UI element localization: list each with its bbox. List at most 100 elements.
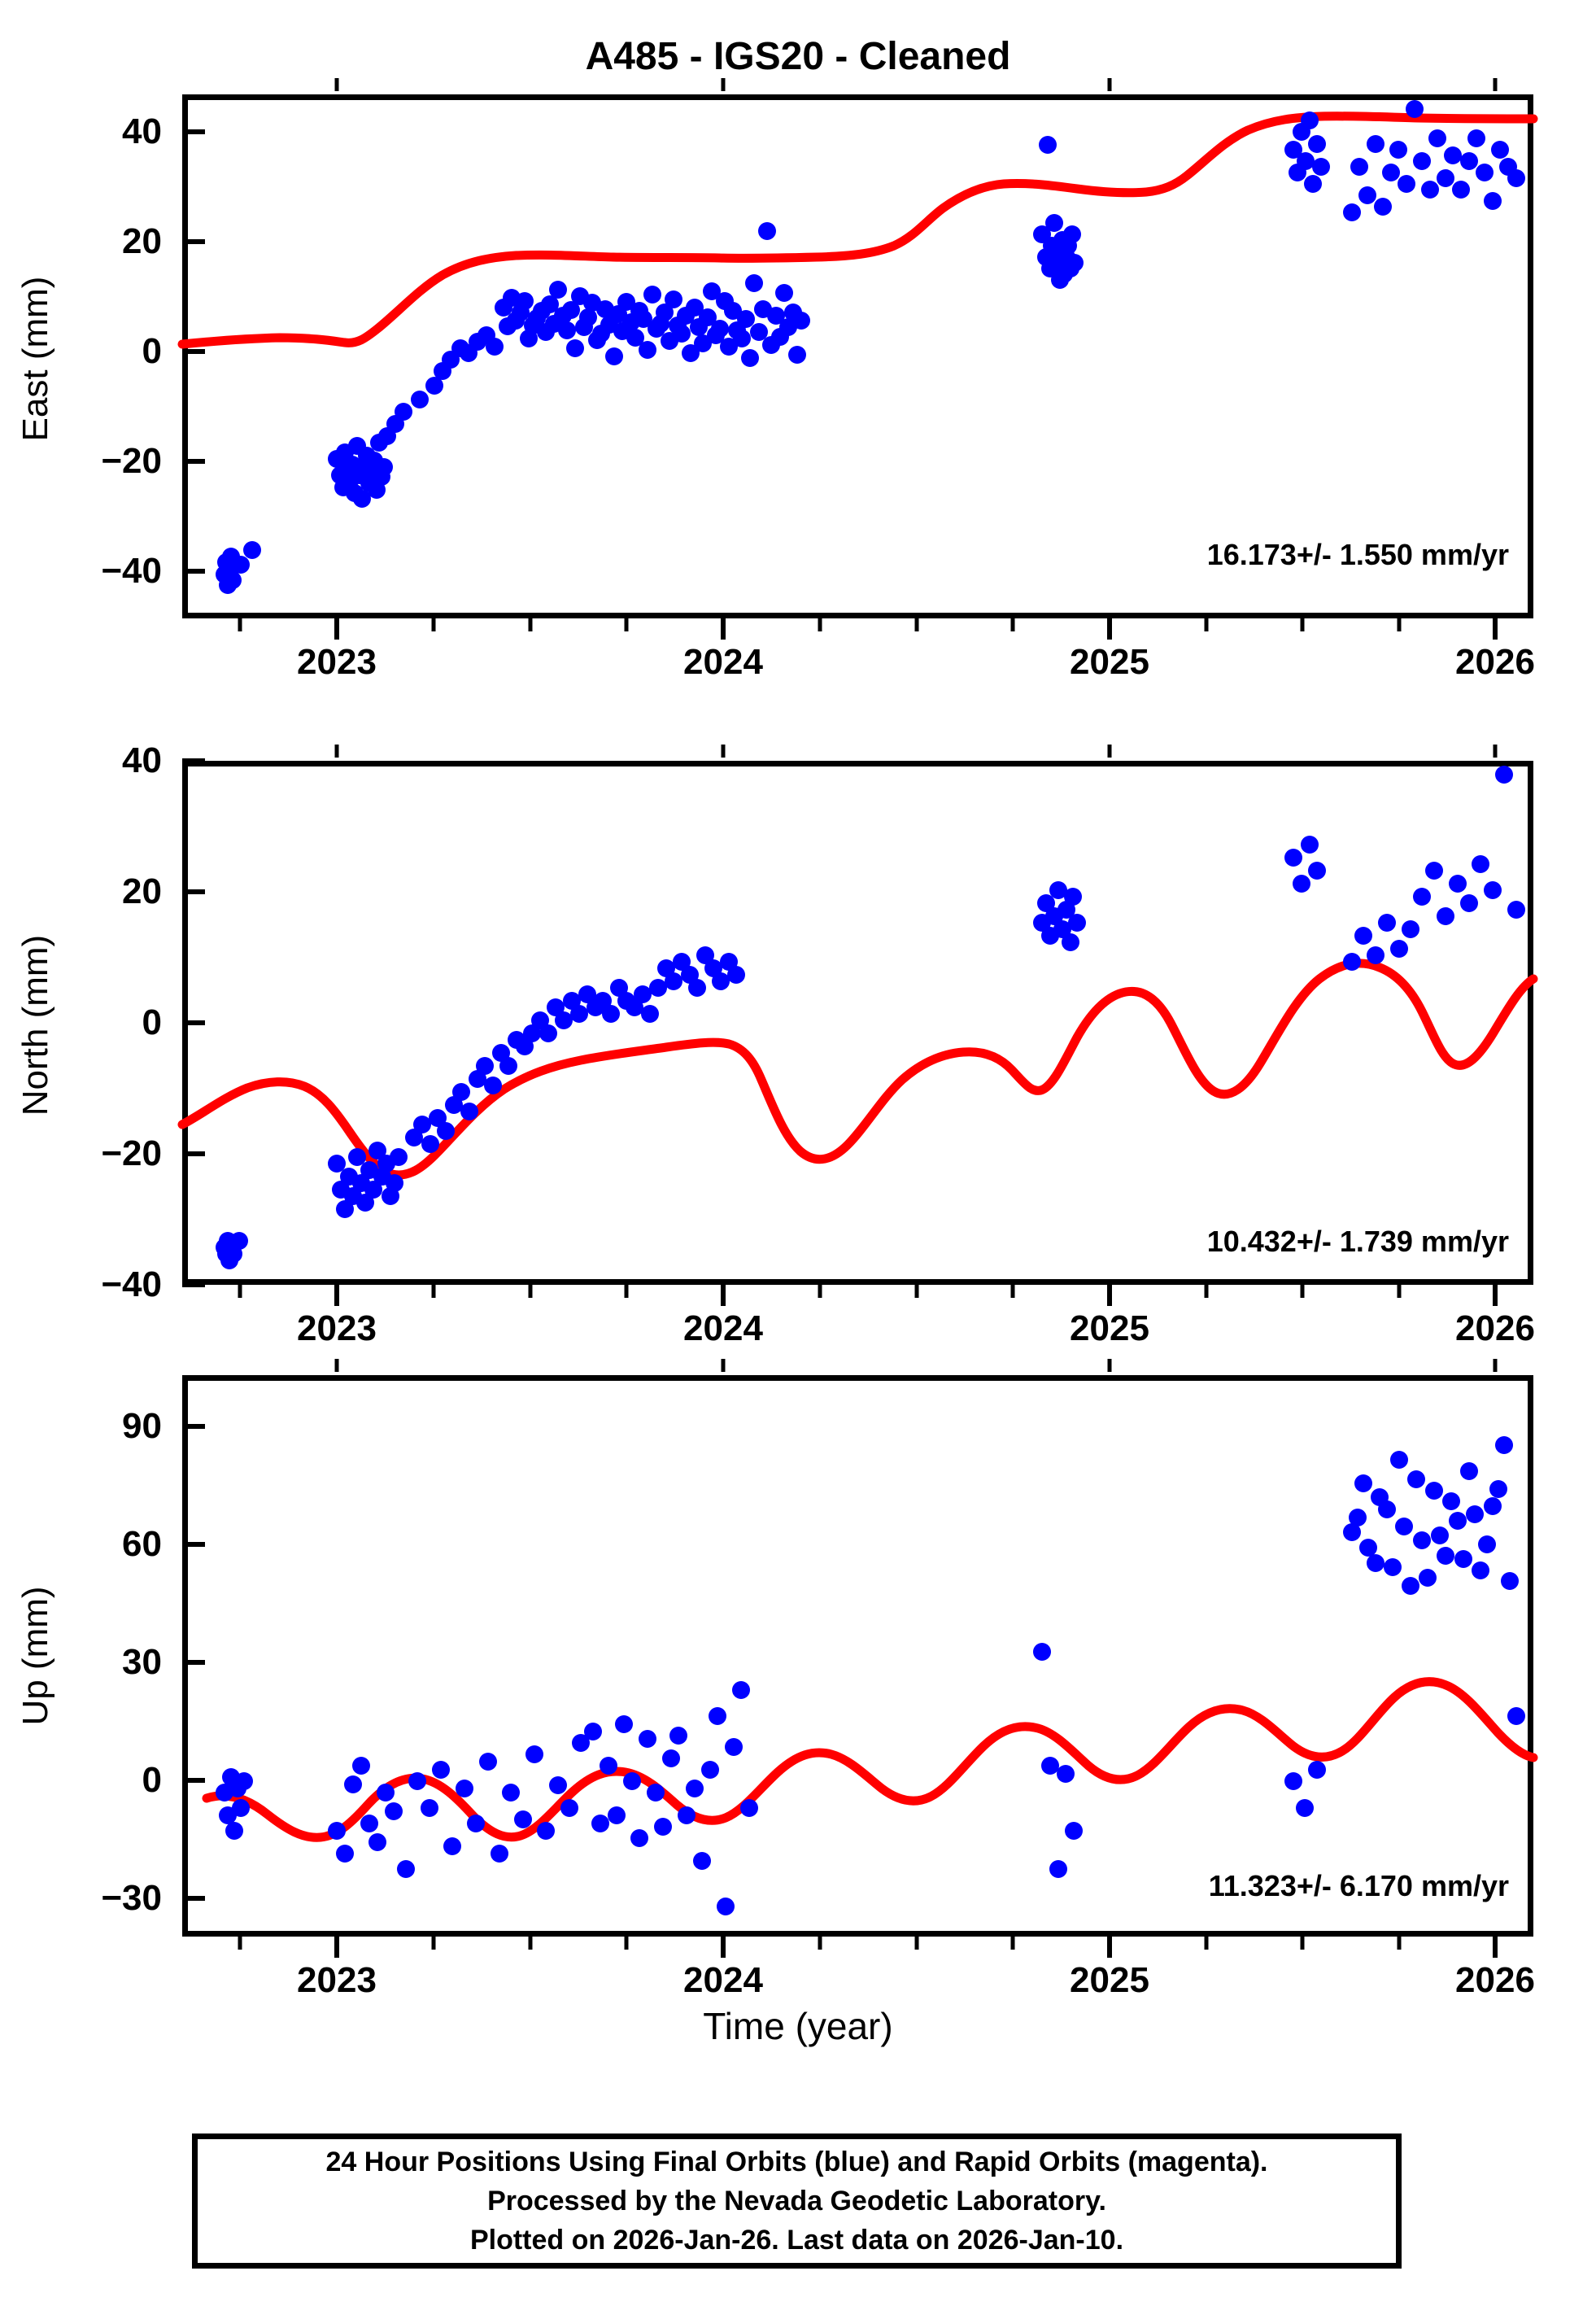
north-xtick-minor [914,1285,919,1298]
east-ytick-label-40: 40 [122,111,162,151]
up-xtick-2026 [1493,1937,1498,1958]
north-ytick-mark-40 [182,758,205,763]
east-ytick-mark-40 [182,129,205,134]
north-xtick-minor [818,1285,822,1298]
east-xtick-minor [624,618,629,631]
north-xtick-minor [528,1285,533,1298]
up-ytick-label-0: 0 [142,1760,162,1800]
north-panel: 40 20 0 −20 −40 2023 2024 2025 2026 Nort… [15,740,1538,1348]
east-ytick-label-minus40: −40 [101,551,162,591]
east-xtick-2024 [721,618,726,640]
east-xtick-minor [914,618,919,631]
north-plot-canvas [177,766,1538,1269]
east-xtick-label-2025: 2025 [1070,642,1149,682]
x-axis-label: Time (year) [703,2005,893,2047]
north-xtick-top [721,745,726,758]
up-ytick-mark-0 [182,1778,205,1783]
east-xtick-top [1493,78,1498,91]
footer-caption-box: 24 Hour Positions Using Final Orbits (bl… [192,2133,1402,2269]
north-trend-line [177,959,1538,1180]
footer-line-2: Processed by the Nevada Geodetic Laborat… [487,2185,1106,2216]
up-ytick-label-90: 90 [122,1406,162,1446]
up-ytick-mark-30 [182,1660,205,1665]
north-xtick-top [1493,745,1498,758]
up-xtick-minor [624,1937,629,1950]
east-xtick-minor [1010,618,1015,631]
north-xtick-minor [1204,1285,1209,1298]
north-xtick-2024 [721,1285,726,1306]
north-axis-label: North (mm) [15,934,55,1116]
east-data-points [216,100,1525,594]
up-xtick-minor [914,1937,919,1950]
east-xtick-minor [1204,618,1209,631]
up-xtick-top [721,1359,726,1372]
east-plot-canvas [177,100,1538,594]
north-xtick-top [1107,745,1112,758]
up-xtick-minor [1204,1937,1209,1950]
up-xtick-top [334,1359,339,1372]
east-ytick-mark-minus40 [182,569,205,574]
north-xtick-top [334,745,339,758]
north-xtick-label-2025: 2025 [1070,1308,1149,1348]
up-data-points [216,1436,1525,1915]
east-xtick-minor [431,618,436,631]
up-xtick-top [1107,1359,1112,1372]
page-title: A485 - IGS20 - Cleaned [585,35,1011,78]
north-ytick-mark-20 [182,889,205,894]
north-xtick-minor [1010,1285,1015,1298]
east-axis-label: East (mm) [15,276,55,442]
up-xtick-label-2024: 2024 [683,1960,763,2000]
north-ytick-mark-0 [182,1020,205,1025]
up-xtick-2024 [721,1937,726,1958]
east-xtick-label-2026: 2026 [1455,642,1535,682]
up-xtick-label-2023: 2023 [297,1960,377,2000]
up-plot-frame [182,1375,1533,1937]
east-xtick-top [721,78,726,91]
north-data-points [216,766,1525,1269]
east-xtick-2026 [1493,618,1498,640]
footer-line-1: 24 Hour Positions Using Final Orbits (bl… [325,2146,1268,2177]
east-rate-annotation: 16.173+/- 1.550 mm/yr [1206,538,1509,571]
north-ytick-label-minus40: −40 [101,1264,162,1304]
north-xtick-minor [238,1285,242,1298]
north-xtick-2023 [334,1285,339,1306]
up-ytick-label-60: 60 [122,1524,162,1564]
up-panel: 90 60 30 0 −30 2023 2024 2025 2026 Up (m… [15,1359,1538,2000]
north-ytick-label-40: 40 [122,740,162,780]
up-xtick-minor [818,1937,822,1950]
up-xtick-minor [431,1937,436,1950]
up-ytick-mark-60 [182,1542,205,1547]
north-ytick-mark-minus20 [182,1151,205,1156]
up-ytick-label-minus30: −30 [101,1878,162,1918]
up-xtick-minor [1300,1937,1305,1950]
up-axis-label: Up (mm) [15,1586,55,1726]
up-trend-line [202,1677,1538,1842]
east-xtick-label-2024: 2024 [683,642,763,682]
up-xtick-top [1493,1359,1498,1372]
north-xtick-minor [1397,1285,1402,1298]
north-xtick-2025 [1107,1285,1112,1306]
up-xtick-minor [1010,1937,1015,1950]
up-xtick-label-2026: 2026 [1455,1960,1535,2000]
footer-line-3: Plotted on 2026-Jan-26. Last data on 202… [469,2225,1124,2256]
north-xtick-minor [431,1285,436,1298]
east-panel: 40 20 0 −20 −40 2023 2024 2025 2026 East [15,78,1538,682]
north-ytick-mark-minus40 [182,1282,205,1287]
east-xtick-label-2023: 2023 [297,642,377,682]
east-trend-line [177,111,1538,349]
north-rate-annotation: 10.432+/- 1.739 mm/yr [1206,1225,1509,1258]
east-xtick-minor [528,618,533,631]
east-xtick-minor [238,618,242,631]
east-ytick-label-0: 0 [142,331,162,371]
north-xtick-minor [1300,1285,1305,1298]
east-ytick-mark-20 [182,239,205,244]
up-rate-annotation: 11.323+/- 6.170 mm/yr [1208,1869,1509,1902]
east-xtick-top [334,78,339,91]
up-ytick-mark-minus30 [182,1896,205,1901]
up-ytick-mark-90 [182,1424,205,1429]
up-ytick-label-30: 30 [122,1642,162,1682]
north-xtick-label-2026: 2026 [1455,1308,1535,1348]
north-xtick-label-2024: 2024 [683,1308,763,1348]
up-xtick-2023 [334,1937,339,1958]
